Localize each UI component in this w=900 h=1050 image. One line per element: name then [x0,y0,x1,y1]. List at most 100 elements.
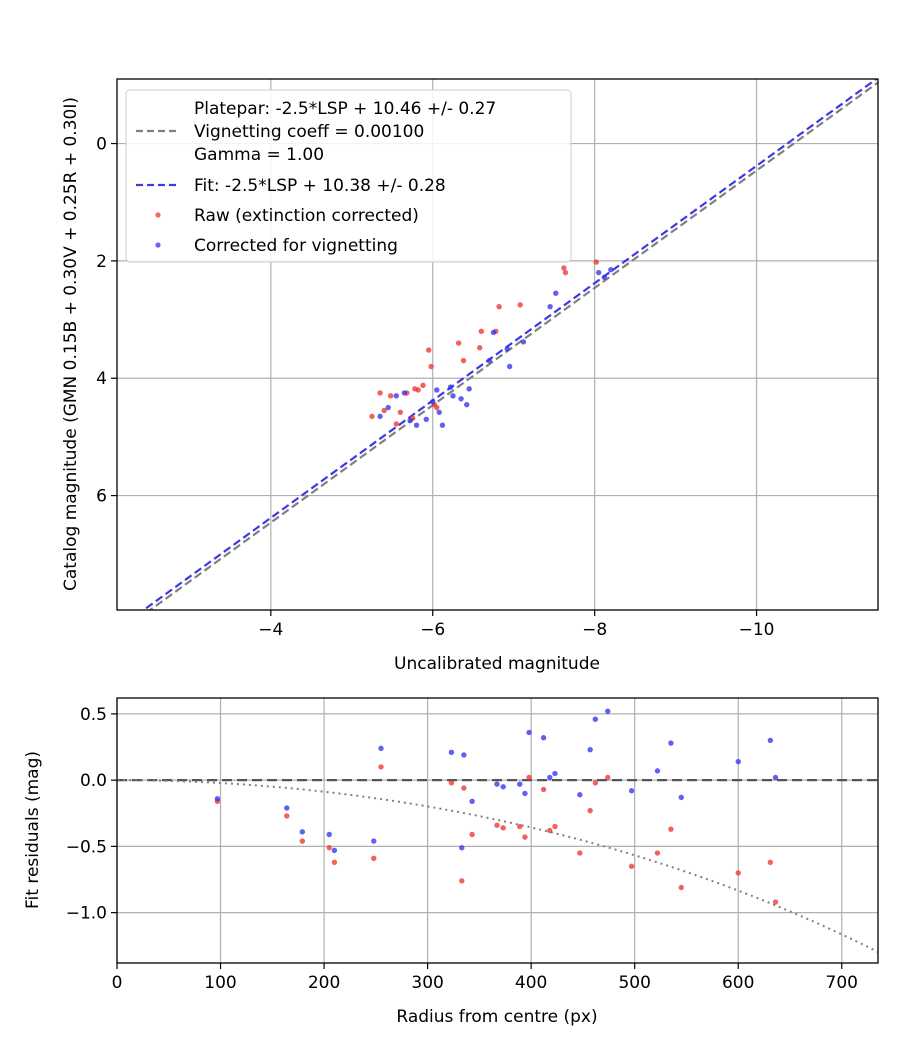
top-point-corrected [393,393,400,399]
top-point-corrected [490,329,497,336]
top-point-corrected [439,422,446,428]
bottom-point-raw [605,774,611,781]
legend-fit-label: Fit: -2.5*LSP + 10.38 +/- 0.28 [194,176,446,196]
top-point-corrected [520,339,527,345]
top-point-corrected [464,401,470,408]
bottom-point-raw [299,838,306,844]
top-point-corrected [407,417,413,424]
bottom-point-corrected [494,781,500,787]
bottom-point-raw [772,899,779,905]
bottom-point-corrected [378,745,384,752]
top-point-corrected [601,274,608,281]
bottom-point-raw [628,863,635,869]
bottom-point-corrected [678,794,684,801]
bottom-point-raw [371,855,377,862]
top-point-corrected [436,409,442,415]
top-point-raw [377,390,383,396]
bottom-x-tick-label: 200 [308,973,340,993]
bottom-point-corrected [500,784,506,790]
top-point-corrected [608,266,614,273]
residuals-plot: 0 100 200 300 400 500 600 700 0.5 0.0 −0.5 −1.0 Rad… [23,697,879,1027]
top-point-corrected [430,399,436,405]
top-x-tick-label: −10 [739,620,775,640]
top-points [369,259,614,428]
bottom-x-tick-label: 400 [515,973,547,993]
bottom-point-corrected [577,792,583,798]
bottom-point-raw [678,884,684,891]
bottom-reference-lines [117,779,878,953]
bottom-y-tick-label: 0.5 [80,705,107,725]
bottom-point-raw [552,823,558,830]
top-point-corrected [504,346,510,352]
top-point-raw [397,409,404,415]
top-point-raw [415,387,421,393]
bottom-point-raw [592,780,599,786]
legend-platepar-line2: Vignetting coeff = 0.00100 [194,122,424,142]
bottom-point-corrected [331,847,338,854]
legend-platepar-line1: Platepar: -2.5*LSP + 10.46 +/- 0.27 [194,99,496,119]
top-point-corrected [401,390,408,396]
legend-corrected-label: Corrected for vignetting [194,236,398,256]
top-point-raw [369,413,375,420]
bottom-y-tick-label: −1.0 [66,904,107,924]
bottom-point-raw [459,878,465,884]
top-y-tick-label: 0 [96,135,107,155]
top-point-corrected [434,387,440,393]
bottom-x-tick-label: 700 [826,973,858,993]
top-line-fit [141,79,878,610]
bottom-point-raw [668,826,674,832]
top-point-corrected [458,396,464,402]
top-point-corrected [377,413,383,420]
bottom-point-corrected [517,781,523,787]
legend-raw-marker [155,212,161,218]
top-point-corrected [447,384,454,390]
top-point-raw [476,345,483,351]
bottom-point-raw [522,834,528,840]
top-point-corrected [486,357,493,364]
bottom-point-corrected [284,805,290,811]
bottom-point-raw [331,859,338,865]
bottom-point-corrected [668,740,674,746]
top-fit-lines [141,79,878,610]
top-point-raw [428,363,434,370]
top-x-axis-label: Uncalibrated magnitude [394,654,600,674]
bottom-x-tick-label: 600 [722,973,754,993]
bottom-point-corrected [540,735,547,741]
top-point-raw [562,269,569,276]
bottom-point-raw [469,831,475,838]
bottom-point-raw [494,822,500,828]
bottom-vignetting-curve [117,779,878,953]
bottom-point-corrected [371,838,377,844]
bottom-point-corrected [654,768,661,774]
top-point-corrected [423,416,429,423]
top-point-raw [593,259,599,265]
bottom-point-corrected [772,774,779,781]
bottom-y-tick-label: −0.5 [66,837,107,857]
legend-platepar-line3: Gamma = 1.00 [194,145,324,165]
legend-raw-label: Raw (extinction corrected) [194,206,419,226]
bottom-point-corrected [552,770,558,777]
top-point-raw [517,302,523,308]
top-line-platepar [148,81,878,610]
bottom-x-tick-label: 500 [618,973,650,993]
bottom-point-raw [654,850,661,856]
bottom-x-tick-label: 100 [204,973,236,993]
top-point-corrected [413,422,420,428]
bottom-point-raw [735,870,741,876]
bottom-point-corrected [767,737,774,744]
bottom-point-corrected [459,845,465,851]
top-y-tick-label: 2 [96,252,107,272]
bottom-point-raw [517,823,523,830]
top-point-corrected [553,290,559,296]
bottom-point-corrected [587,746,593,753]
legend-corrected-marker [155,242,161,248]
bottom-point-corrected [469,798,475,805]
top-y-tick-label: 4 [96,369,107,389]
bottom-point-corrected [326,831,332,838]
bottom-point-raw [577,850,583,856]
bottom-point-raw [587,807,593,814]
top-point-raw [561,265,567,271]
bottom-axes-frame [116,697,879,964]
bottom-point-corrected [547,774,553,781]
top-point-corrected [466,386,472,392]
